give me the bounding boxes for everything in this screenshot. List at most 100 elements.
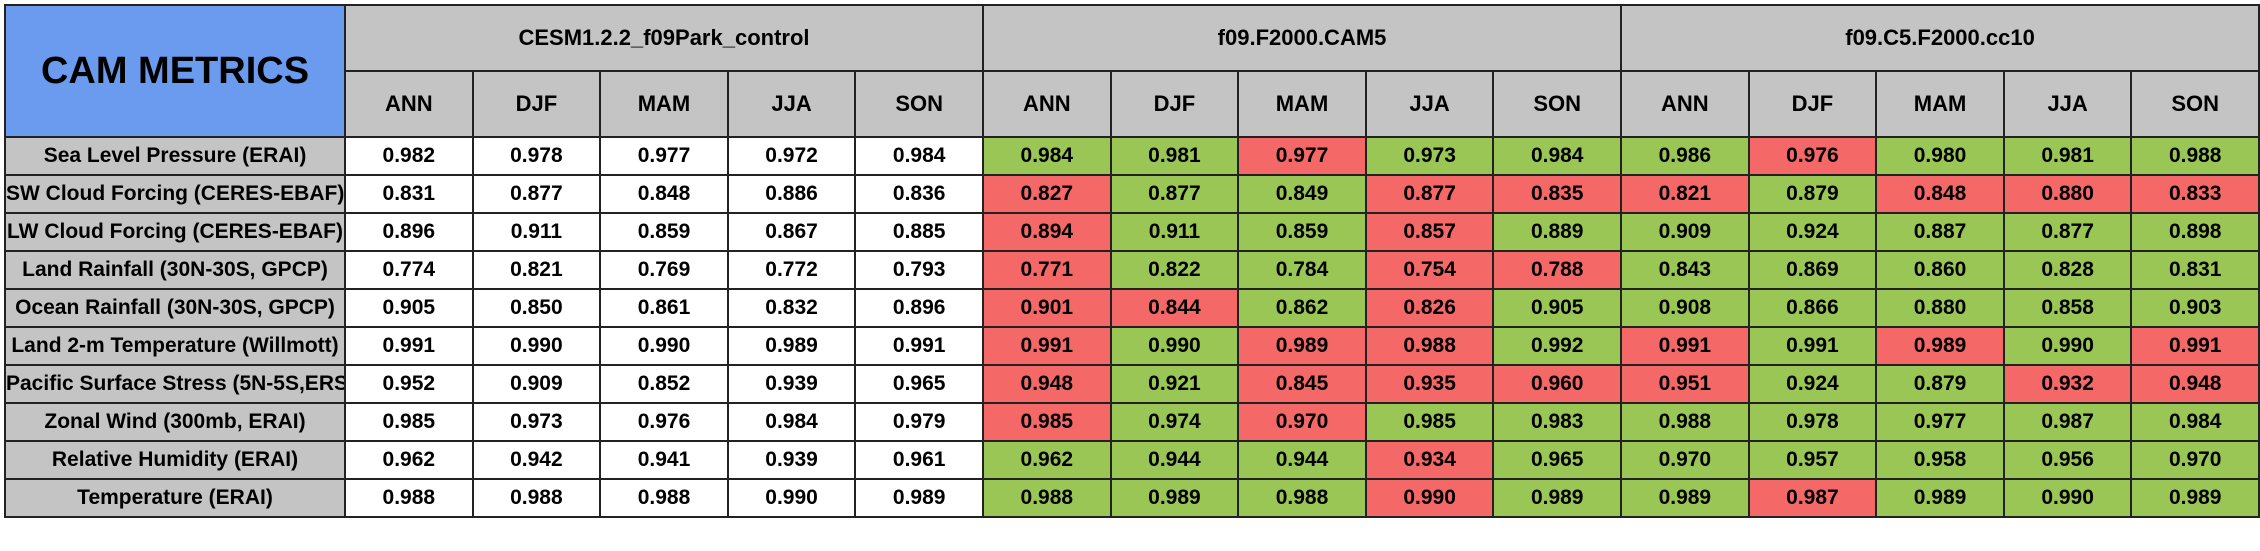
metric-value-cell: 0.985 [1364, 402, 1495, 442]
metric-value-cell: 0.850 [471, 288, 602, 328]
metric-value-cell: 0.769 [599, 250, 729, 290]
metric-value-cell: 0.877 [471, 174, 602, 214]
metric-value: 0.951 [1658, 372, 1712, 395]
metric-value: 0.921 [1148, 372, 1201, 395]
metric-value-cell: 0.989 [1875, 478, 2005, 518]
metric-value: 0.898 [2168, 220, 2222, 243]
metric-value: 0.988 [1020, 486, 1074, 509]
metric-value: 0.958 [1913, 448, 1967, 471]
table-row: Land 2-m Temperature (Willmott) 0.991 0.99… [4, 326, 2260, 366]
metric-value-cell: 0.961 [854, 440, 985, 480]
metric-value-cell: 0.978 [471, 136, 602, 176]
metric-value: 0.835 [1530, 182, 1584, 205]
metric-value: 0.857 [1403, 220, 1456, 243]
case-header: f09.C5.F2000.cc10 [1620, 4, 2260, 72]
metric-value: 0.944 [1275, 448, 1329, 471]
metric-value: 0.988 [637, 486, 691, 509]
metric-value: 0.905 [382, 296, 436, 319]
metric-value-cell: 0.989 [1492, 478, 1623, 518]
metric-value: 0.894 [1020, 220, 1074, 243]
metric-value: 0.848 [637, 182, 691, 205]
metric-value: 0.981 [1148, 144, 1201, 167]
metric-value: 0.754 [1403, 258, 1456, 281]
table-row: Pacific Surface Stress (5N-5S,ERS) 0.952 0… [4, 364, 2260, 404]
metric-label-text: SW Cloud Forcing (CERES-EBAF) [6, 182, 345, 205]
metric-value: 0.924 [1786, 372, 1839, 395]
metric-label: Relative Humidity (ERAI) [4, 440, 346, 480]
metric-value-cell: 0.848 [599, 174, 729, 214]
metric-value: 0.860 [1913, 258, 1967, 281]
metric-value: 0.879 [1786, 182, 1839, 205]
metric-value: 0.962 [1020, 448, 1074, 471]
metric-value: 0.984 [1530, 144, 1584, 167]
metric-value: 0.934 [1403, 448, 1456, 471]
metric-value-cell: 0.985 [344, 402, 474, 442]
metric-value-cell: 0.965 [854, 364, 985, 404]
metric-value-cell: 0.962 [982, 440, 1112, 480]
metric-value-cell: 0.821 [1620, 174, 1750, 214]
metric-value: 0.986 [1658, 144, 1712, 167]
metric-value-cell: 0.988 [1237, 478, 1367, 518]
metric-value-cell: 0.911 [471, 212, 602, 252]
metric-value: 0.990 [1148, 334, 1201, 357]
metric-value-cell: 0.826 [1364, 288, 1495, 328]
metric-value: 0.896 [382, 220, 436, 243]
table-row: Temperature (ERAI) 0.988 0.988 0.988 0.990 0.… [4, 478, 2260, 518]
metric-value-cell: 0.909 [471, 364, 602, 404]
metric-value-cell: 0.992 [1492, 326, 1623, 366]
season-header: JJA [1364, 70, 1495, 138]
metric-value: 0.886 [765, 182, 818, 205]
metric-value-cell: 0.990 [1109, 326, 1240, 366]
metric-value: 0.991 [2168, 334, 2222, 357]
metric-value: 0.989 [1275, 334, 1329, 357]
metric-value: 0.988 [1658, 410, 1712, 433]
metric-value: 0.793 [892, 258, 946, 281]
metric-value: 0.909 [1658, 220, 1712, 243]
metric-value-cell: 0.908 [1620, 288, 1750, 328]
metric-value: 0.960 [1530, 372, 1584, 395]
metric-value-cell: 0.832 [726, 288, 857, 328]
metric-value-cell: 0.970 [1620, 440, 1750, 480]
metric-value: 0.939 [765, 448, 818, 471]
metric-value: 0.788 [1530, 258, 1584, 281]
metric-value: 0.989 [2168, 486, 2222, 509]
season-header: SON [1492, 70, 1623, 138]
metric-value: 0.769 [637, 258, 691, 281]
metric-value-cell: 0.939 [726, 440, 857, 480]
metric-value: 0.879 [1913, 372, 1967, 395]
metric-value-cell: 0.990 [726, 478, 857, 518]
metric-value: 0.989 [1530, 486, 1584, 509]
metric-value: 0.948 [1020, 372, 1074, 395]
metric-value: 0.941 [637, 448, 691, 471]
metric-value: 0.970 [1275, 410, 1329, 433]
season-header: ANN [982, 70, 1112, 138]
metric-label-text: LW Cloud Forcing (CERES-EBAF) [7, 220, 343, 243]
metric-value-cell: 0.984 [2130, 402, 2260, 442]
metric-value: 0.952 [382, 372, 436, 395]
metric-value-cell: 0.879 [1875, 364, 2005, 404]
metric-value: 0.984 [1020, 144, 1074, 167]
metric-value-cell: 0.844 [1109, 288, 1240, 328]
metric-label-text: Pacific Surface Stress (5N-5S,ERS) [6, 372, 345, 395]
metric-value: 0.911 [510, 220, 563, 243]
metric-value-cell: 0.911 [1109, 212, 1240, 252]
metric-value-cell: 0.889 [1492, 212, 1623, 252]
metric-value-cell: 0.990 [471, 326, 602, 366]
season-header: MAM [599, 70, 729, 138]
metric-value: 0.965 [892, 372, 946, 395]
metric-value: 0.970 [2168, 448, 2222, 471]
metric-label-text: Temperature (ERAI) [77, 486, 273, 509]
metric-value-cell: 0.981 [1109, 136, 1240, 176]
metric-value-cell: 0.859 [1237, 212, 1367, 252]
metric-value-cell: 0.898 [2130, 212, 2260, 252]
metric-value: 0.984 [2168, 410, 2222, 433]
metric-value: 0.821 [1658, 182, 1712, 205]
metric-value: 0.961 [892, 448, 946, 471]
metric-label: Ocean Rainfall (30N-30S, GPCP) [4, 288, 346, 328]
metric-value-cell: 0.880 [2002, 174, 2133, 214]
metric-value: 0.939 [765, 372, 818, 395]
metric-value: 0.836 [892, 182, 946, 205]
metric-value-cell: 0.973 [471, 402, 602, 442]
metric-value-cell: 0.987 [1747, 478, 1878, 518]
metric-value-cell: 0.986 [1620, 136, 1750, 176]
